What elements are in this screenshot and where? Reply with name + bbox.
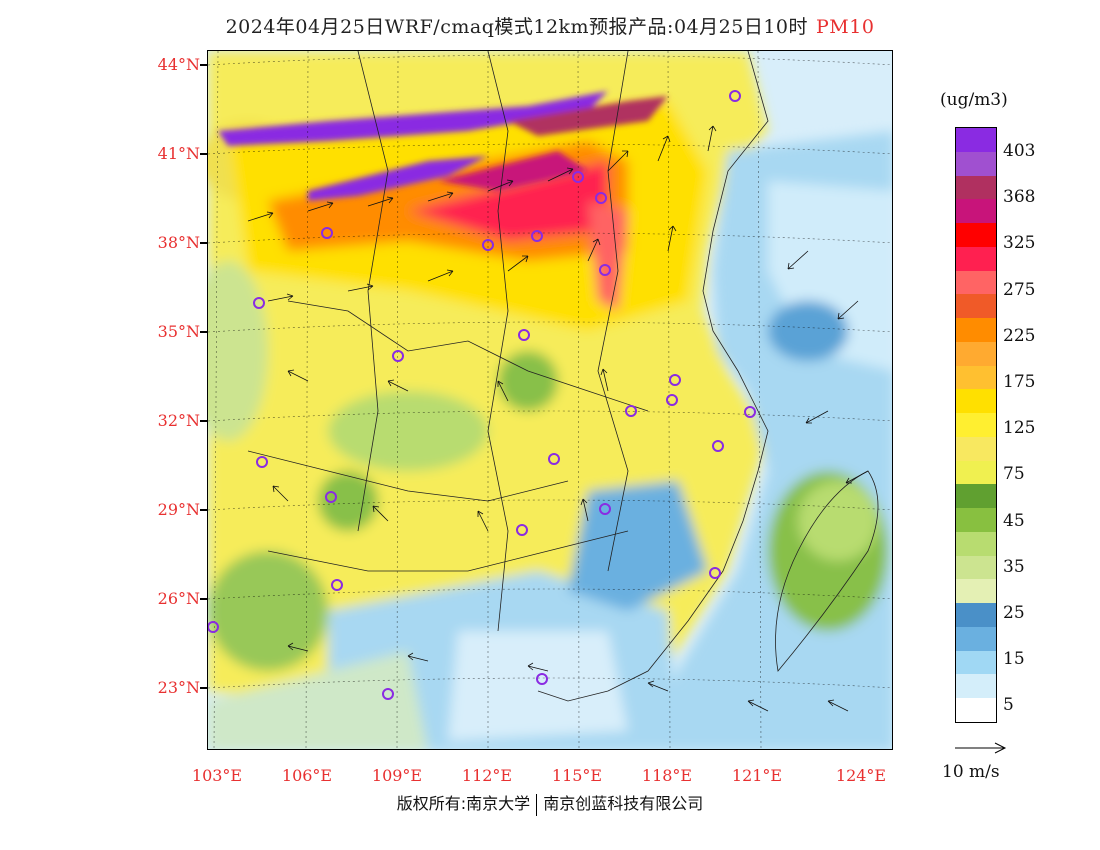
color-swatch — [956, 341, 996, 366]
color-swatch — [956, 175, 996, 200]
color-swatch — [956, 246, 996, 271]
color-swatch — [956, 626, 996, 651]
color-swatch — [956, 318, 996, 342]
title-main: 2024年04月25日WRF/cmaq模式12km预报产品:04月25日10时 — [225, 16, 808, 38]
color-scale-label: 35 — [1003, 556, 1025, 577]
lon-label-106: 106°E — [281, 766, 333, 785]
color-scale-label: 175 — [1003, 372, 1036, 392]
wind-vectors — [247, 125, 869, 712]
lat-label-32: 32°N — [157, 411, 200, 430]
copyright-left: 版权所有:南京大学 — [396, 794, 531, 813]
color-swatch — [956, 555, 996, 580]
lon-label-118: 118°E — [641, 766, 693, 785]
title-pollutant: PM10 — [816, 16, 875, 38]
color-swatch — [956, 650, 996, 675]
color-swatch — [956, 531, 996, 556]
lat-label-26: 26°N — [157, 589, 200, 608]
color-scale-label: 15 — [1003, 649, 1025, 670]
lat-label-35: 35°N — [157, 322, 200, 341]
lat-label-38: 38°N — [157, 233, 200, 252]
wind-reference-arrow — [955, 742, 1007, 754]
lon-label-112: 112°E — [461, 766, 513, 785]
lat-label-44: 44°N — [157, 55, 200, 74]
color-swatch — [956, 128, 996, 152]
color-swatch — [956, 436, 996, 461]
lon-label-103: 103°E — [191, 766, 243, 785]
color-swatch — [956, 389, 996, 413]
lat-label-41: 41°N — [157, 144, 200, 163]
wind-reference-label: 10 m/s — [942, 762, 1000, 782]
color-swatch — [956, 603, 996, 627]
color-scale-label: 125 — [1003, 418, 1036, 439]
color-scale-label: 368 — [1003, 187, 1036, 208]
lon-label-124: 124°E — [835, 766, 887, 785]
color-scale-label: 403 — [1003, 141, 1036, 161]
lon-label-115: 115°E — [551, 766, 603, 785]
color-swatch — [956, 698, 996, 722]
color-swatch — [956, 674, 996, 698]
color-swatch — [956, 413, 996, 437]
color-scale-label: 75 — [1003, 464, 1025, 485]
color-swatch — [956, 270, 996, 295]
color-swatch — [956, 223, 996, 247]
lat-label-23: 23°N — [157, 678, 200, 697]
color-scale-label: 275 — [1003, 279, 1036, 300]
color-swatch — [956, 151, 996, 176]
pollution-map[interactable] — [207, 50, 893, 750]
color-swatch — [956, 199, 996, 223]
color-scale-label: 5 — [1003, 695, 1014, 716]
color-swatch — [956, 579, 996, 603]
color-swatch — [956, 484, 996, 508]
color-swatch — [956, 508, 996, 532]
color-swatch — [956, 365, 996, 390]
color-swatch — [956, 294, 996, 318]
legend-unit: (ug/m3) — [940, 90, 1008, 110]
copyright-footer: 版权所有:南京大学 南京创蓝科技有限公司 — [0, 790, 1100, 816]
lon-label-109: 109°E — [371, 766, 423, 785]
city-markers — [208, 90, 756, 700]
color-scale-label: 45 — [1003, 510, 1025, 531]
lon-label-121: 121°E — [731, 766, 783, 785]
map-canvas — [208, 51, 892, 749]
copyright-right: 南京创蓝科技有限公司 — [543, 794, 704, 813]
lat-label-29: 29°N — [157, 500, 200, 519]
color-scale-label: 325 — [1003, 233, 1036, 254]
color-scale-label: 25 — [1003, 603, 1025, 623]
color-scale-bar — [955, 127, 997, 723]
map-title: 2024年04月25日WRF/cmaq模式12km预报产品:04月25日10时 P… — [0, 12, 1100, 39]
color-scale-label: 225 — [1003, 325, 1036, 346]
color-swatch — [956, 460, 996, 485]
